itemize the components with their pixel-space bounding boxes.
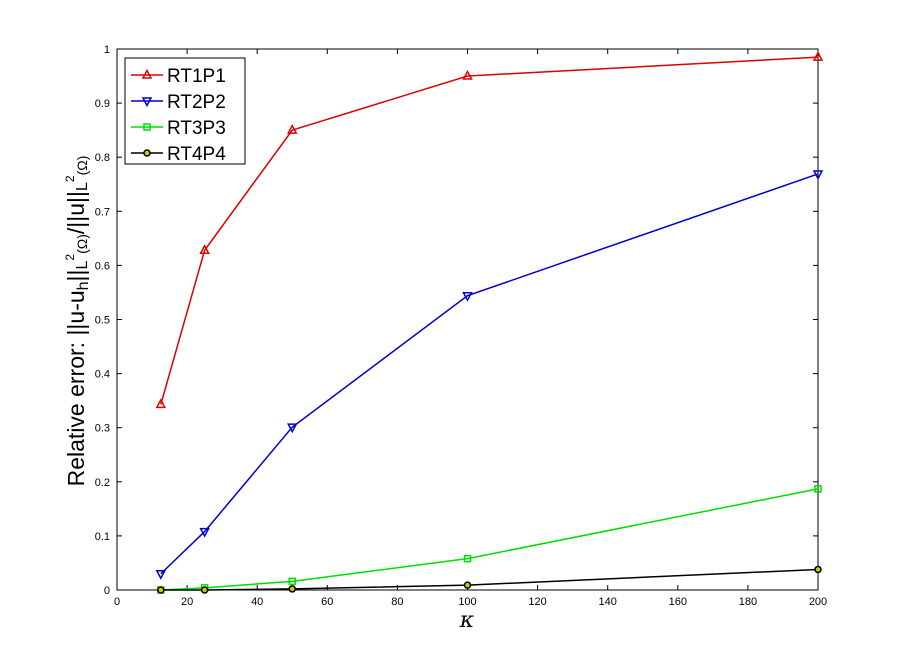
series-line — [160, 173, 819, 575]
y-tick-label: 0.3 — [95, 423, 110, 435]
series-line — [160, 56, 819, 405]
series-rt2p2 — [155, 170, 824, 580]
y-tick-label: 0.1 — [95, 531, 110, 543]
data-point — [200, 586, 209, 594]
x-tick-label: 200 — [809, 596, 827, 608]
y-tick-label: 1 — [104, 44, 110, 56]
data-point — [288, 577, 296, 586]
x-tick-label: 180 — [739, 596, 757, 608]
legend-marker — [143, 123, 151, 131]
y-tick-label: 0.9 — [95, 98, 110, 110]
series-rt4p4 — [157, 565, 822, 594]
y-tick-label: 0 — [104, 585, 110, 597]
data-point — [814, 485, 822, 493]
data-point — [812, 51, 824, 61]
y-tick-label: 0.6 — [95, 260, 110, 272]
x-tick-label: 60 — [321, 596, 333, 608]
x-axis-label: κ — [459, 608, 475, 633]
legend-item: RT1P1 — [131, 66, 226, 87]
data-point — [463, 581, 472, 589]
legend-marker — [141, 97, 153, 108]
data-point — [463, 554, 472, 563]
data-point — [812, 170, 824, 181]
y-tick-label: 0.8 — [95, 152, 110, 164]
data-point — [155, 570, 167, 580]
data-point — [155, 398, 167, 409]
legend-label: RT3P3 — [167, 118, 226, 139]
y-tick-label: 0.7 — [95, 206, 110, 218]
y-tick-label: 0.5 — [95, 315, 110, 327]
legend-item: RT2P2 — [131, 92, 226, 113]
legend-label: RT2P2 — [167, 92, 226, 113]
data-point — [199, 244, 210, 255]
series-line — [160, 488, 819, 591]
y-tick-label: 0.4 — [95, 369, 110, 381]
x-tick-label: 140 — [599, 596, 617, 608]
data-point — [287, 423, 298, 434]
x-tick-label: 20 — [181, 596, 193, 608]
legend-marker — [143, 149, 151, 157]
series-lines — [155, 51, 824, 594]
data-point — [286, 124, 298, 134]
x-tick-label: 0 — [114, 596, 120, 608]
y-axis-label: Relative error: ||u-uh||L2(Ω)/||u||L2(Ω) — [63, 156, 92, 487]
x-tick-label: 100 — [458, 596, 476, 608]
data-point — [157, 586, 165, 594]
data-point — [199, 527, 210, 538]
legend-item: RT3P3 — [131, 118, 226, 139]
data-point — [462, 69, 473, 80]
y-tick-label: 0.2 — [95, 477, 110, 489]
x-tick-label: 120 — [528, 596, 546, 608]
legend-label: RT4P4 — [167, 144, 226, 165]
data-point — [462, 291, 473, 302]
legend-item: RT4P4 — [131, 144, 226, 165]
legend-marker — [141, 68, 153, 79]
data-point — [814, 565, 822, 574]
x-tick-label: 160 — [669, 596, 687, 608]
series-rt1p1 — [155, 51, 824, 409]
x-tick-label: 80 — [391, 596, 403, 608]
axis-ticks: 0 20 40 60 80 100 120 140 160 180 200 0 0.1 0.2 0.3 0.4… — [95, 44, 827, 608]
legend: RT1P1 RT2P2 RT3P3 RT4P4 — [124, 57, 246, 165]
data-point — [288, 585, 296, 593]
legend-label: RT1P1 — [167, 66, 226, 87]
x-tick-label: 40 — [251, 596, 263, 608]
